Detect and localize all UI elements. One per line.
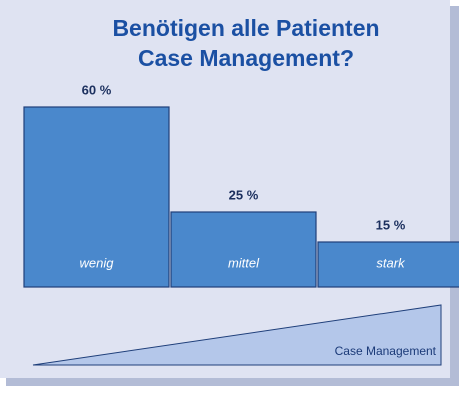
bar <box>170 211 317 288</box>
category-label: stark <box>376 255 406 270</box>
bar <box>23 106 170 288</box>
chart-title: Case Management? <box>138 45 354 71</box>
category-label: wenig <box>80 255 115 270</box>
value-label: 15 % <box>376 217 406 232</box>
annotation: Case Management <box>335 344 437 358</box>
value-label: 60 % <box>82 82 112 97</box>
category-label: mittel <box>228 255 260 270</box>
chart-title: Benötigen alle Patienten <box>112 15 379 41</box>
triangle <box>32 304 442 366</box>
bar <box>317 241 459 288</box>
value-label: 25 % <box>229 187 259 202</box>
